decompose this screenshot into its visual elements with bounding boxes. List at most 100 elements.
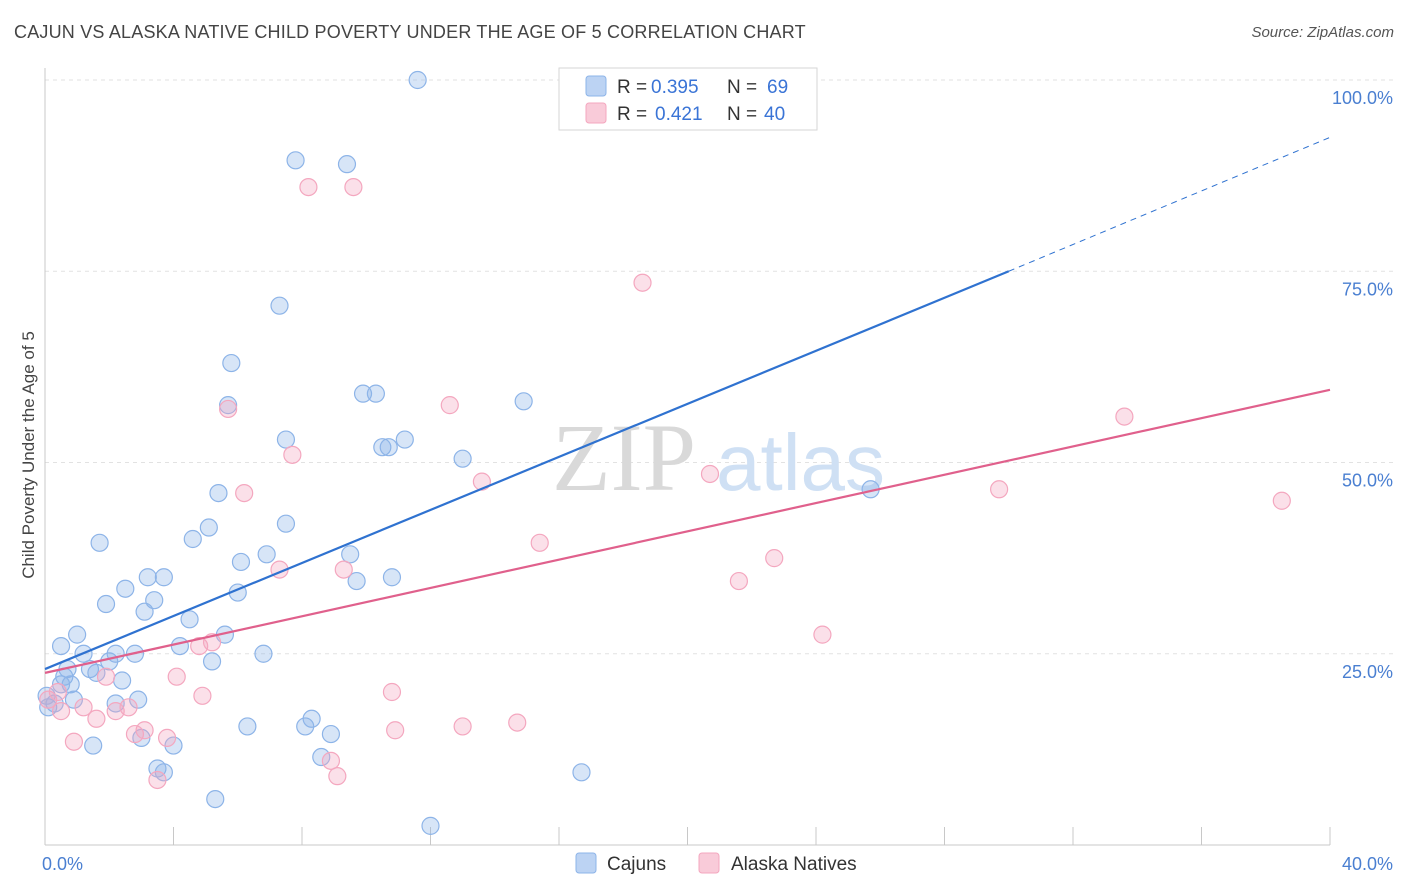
legend-n-label-2: N = bbox=[727, 104, 757, 125]
legend-swatch-alaska-natives bbox=[585, 102, 607, 124]
point-cajuns-12 bbox=[87, 663, 106, 682]
point-cajuns-46 bbox=[276, 514, 296, 533]
point-alaska-natives-13 bbox=[167, 667, 186, 686]
point-cajuns-32 bbox=[183, 529, 202, 549]
bottom-legend-swatch-alaska-natives bbox=[698, 852, 720, 874]
point-cajuns-64 bbox=[453, 449, 472, 468]
point-cajuns-52 bbox=[321, 724, 341, 744]
point-cajuns-36 bbox=[209, 484, 228, 503]
legend-r-value-2: 0.421 bbox=[655, 104, 703, 125]
point-cajuns-3 bbox=[51, 636, 71, 656]
point-cajuns-31 bbox=[180, 610, 199, 629]
point-cajuns-8 bbox=[68, 625, 87, 644]
point-alaska-natives-39 bbox=[1115, 407, 1134, 426]
point-cajuns-48 bbox=[286, 151, 305, 170]
point-cajuns-53 bbox=[337, 155, 357, 174]
point-cajuns-63 bbox=[421, 816, 440, 835]
point-cajuns-18 bbox=[112, 671, 132, 690]
point-cajuns-51 bbox=[312, 747, 331, 767]
point-cajuns-39 bbox=[222, 353, 241, 373]
point-cajuns-58 bbox=[373, 438, 392, 457]
point-cajuns-54 bbox=[341, 545, 360, 564]
point-cajuns-43 bbox=[254, 644, 273, 663]
trend-line-cajuns bbox=[44, 270, 1010, 671]
point-alaska-natives-24 bbox=[334, 560, 353, 579]
point-cajuns-56 bbox=[353, 384, 373, 403]
trend-line-extension-cajuns bbox=[1008, 136, 1331, 272]
point-alaska-natives-36 bbox=[765, 549, 784, 568]
x-tick-label-0: 0.0% bbox=[42, 854, 83, 874]
x-tick-labels: 0.0% 40.0% bbox=[42, 854, 1393, 874]
bottom-legend: Cajuns Alaska Natives bbox=[575, 852, 857, 875]
point-alaska-natives-20 bbox=[283, 445, 302, 464]
point-cajuns-27 bbox=[154, 568, 173, 587]
point-cajuns-35 bbox=[206, 789, 225, 809]
point-alaska-natives-40 bbox=[1272, 491, 1291, 510]
point-cajuns-42 bbox=[238, 717, 257, 736]
point-alaska-natives-0 bbox=[39, 690, 58, 709]
point-cajuns-60 bbox=[382, 568, 402, 587]
point-cajuns-34 bbox=[202, 652, 222, 671]
point-alaska-natives-12 bbox=[157, 728, 177, 748]
point-alaska-natives-32 bbox=[530, 533, 549, 552]
watermark-atlas: atlas bbox=[716, 418, 885, 507]
point-alaska-natives-8 bbox=[119, 698, 138, 717]
point-alaska-natives-11 bbox=[148, 770, 167, 790]
point-alaska-natives-34 bbox=[700, 464, 720, 484]
point-cajuns-65 bbox=[514, 392, 533, 411]
point-alaska-natives-33 bbox=[633, 273, 652, 292]
point-cajuns-62 bbox=[408, 70, 427, 90]
legend-r-label-2: R = bbox=[617, 104, 647, 125]
y-tick-label-2: 75.0% bbox=[1342, 279, 1393, 299]
point-cajuns-21 bbox=[129, 690, 148, 709]
point-alaska-natives-9 bbox=[125, 724, 145, 744]
point-alaska-natives-3 bbox=[64, 732, 84, 751]
point-alaska-natives-5 bbox=[87, 709, 106, 728]
watermark: ZIP atlas bbox=[552, 404, 885, 511]
point-alaska-natives-6 bbox=[96, 667, 116, 686]
point-cajuns-47 bbox=[276, 430, 296, 449]
point-cajuns-33 bbox=[199, 518, 218, 537]
chart-title: CAJUN VS ALASKA NATIVE CHILD POVERTY UND… bbox=[14, 22, 806, 42]
point-cajuns-44 bbox=[257, 545, 276, 564]
legend-n-value-2: 40 bbox=[764, 104, 785, 125]
legend-swatch-cajuns bbox=[585, 75, 607, 97]
point-alaska-natives-15 bbox=[193, 686, 212, 705]
point-alaska-natives-35 bbox=[729, 571, 749, 591]
legend-r-label-1: R = bbox=[617, 77, 647, 98]
y-tick-label-1: 50.0% bbox=[1342, 471, 1393, 491]
bottom-legend-cajuns: Cajuns bbox=[607, 854, 666, 875]
watermark-zip: ZIP bbox=[552, 404, 696, 511]
point-alaska-natives-2 bbox=[51, 702, 71, 721]
legend-r-value-1: 0.395 bbox=[651, 77, 699, 98]
point-cajuns-59 bbox=[379, 438, 398, 457]
point-alaska-natives-38 bbox=[990, 480, 1009, 499]
y-tick-labels: 25.0% 50.0% 75.0% 100.0% bbox=[1332, 88, 1393, 682]
point-alaska-natives-22 bbox=[321, 751, 341, 770]
trend-line-alaska-natives bbox=[44, 388, 1331, 674]
point-cajuns-66 bbox=[572, 763, 591, 782]
data-points bbox=[37, 70, 1291, 835]
point-alaska-natives-18 bbox=[235, 484, 254, 503]
bottom-legend-swatch-cajuns bbox=[575, 852, 597, 874]
point-alaska-natives-31 bbox=[508, 713, 527, 732]
point-alaska-natives-4 bbox=[74, 698, 93, 717]
point-alaska-natives-10 bbox=[135, 721, 154, 740]
legend-n-label-1: N = bbox=[727, 77, 757, 98]
source-label: Source: ZipAtlas.com bbox=[1251, 24, 1394, 41]
point-cajuns-25 bbox=[145, 591, 164, 610]
point-alaska-natives-25 bbox=[344, 178, 363, 197]
point-cajuns-7 bbox=[64, 690, 84, 709]
point-cajuns-41 bbox=[231, 552, 251, 572]
x-tick-label-1: 40.0% bbox=[1342, 854, 1393, 874]
point-alaska-natives-29 bbox=[453, 717, 472, 736]
point-alaska-natives-27 bbox=[386, 721, 405, 740]
bottom-legend-alaska-natives: Alaska Natives bbox=[731, 854, 857, 875]
legend-n-value-1: 69 bbox=[767, 77, 788, 98]
point-cajuns-55 bbox=[347, 571, 366, 591]
point-cajuns-61 bbox=[395, 430, 414, 449]
point-cajuns-11 bbox=[84, 736, 103, 755]
legend: R = 0.395 N = 69 R = 0.421 N = 40 bbox=[558, 67, 818, 131]
y-axis-label: Child Poverty Under the Age of 5 bbox=[19, 331, 38, 579]
